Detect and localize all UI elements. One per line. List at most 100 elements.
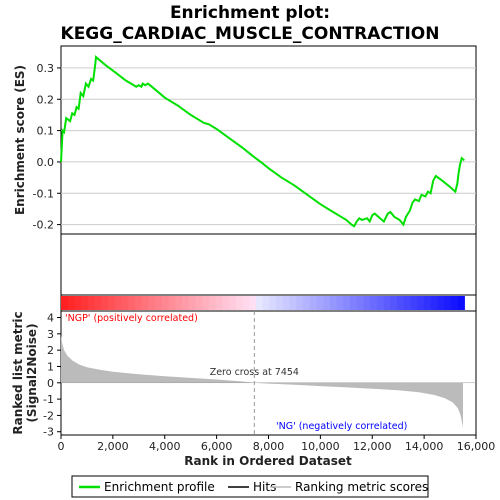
x-axis-tick-label: 14,000 — [405, 440, 444, 453]
rank-color-segment — [390, 296, 398, 310]
x-axis-ticks: 0 2,000 4,000 6,000 8,000 10,000 12,000 14,000 1… — [58, 435, 496, 453]
enrichment-y-tick-label: 0.0 — [37, 156, 55, 169]
enrichment-y-ticks: -0.2 -0.1 0.0 0.1 0.2 0.3 — [33, 62, 61, 232]
enrichment-profile-line — [60, 54, 465, 228]
enrichment-y-axis-label: Enrichment score (ES) — [13, 65, 27, 215]
enrichment-y-tick-label: 0.2 — [37, 93, 55, 106]
rank-color-segment — [302, 296, 311, 310]
rank-color-segment — [148, 296, 156, 310]
rank-color-segment — [181, 296, 190, 310]
negative-correlation-label: 'NG' (negatively correlated) — [276, 421, 407, 432]
positive-correlation-label: 'NGP' (positively correlated) — [65, 313, 198, 324]
rank-color-segment — [336, 296, 344, 310]
rank-color-segment — [363, 296, 371, 310]
ranked-metric-y-label-line2: (Signal2Noise) — [25, 323, 39, 422]
rank-color-segment — [108, 296, 116, 310]
rank-color-segment — [61, 296, 69, 310]
zero-cross-label: Zero cross at 7454 — [210, 367, 299, 378]
x-axis-tick-label: 4,000 — [149, 440, 181, 453]
legend-box — [71, 475, 429, 498]
x-axis-tick-label: 6,000 — [201, 440, 233, 453]
rank-color-segment — [175, 296, 183, 310]
rank-color-segment — [141, 296, 149, 310]
rank-color-segment — [403, 296, 412, 310]
ranking-metric-area — [61, 335, 463, 428]
x-axis-tick-label: 12,000 — [353, 440, 392, 453]
ranked-metric-y-tick-label: 3 — [47, 328, 54, 341]
hits-panel — [60, 233, 477, 296]
enrichment-gridlines — [61, 67, 476, 226]
rank-color-segment — [67, 296, 76, 310]
enrichment-y-tick-label: 0.1 — [37, 125, 55, 138]
rank-color-segment — [450, 296, 459, 310]
rank-color-segment — [74, 296, 82, 310]
rank-color-segment — [101, 296, 109, 310]
legend-hits-label: Hits — [253, 480, 276, 494]
x-axis-tick-label: 8,000 — [253, 440, 285, 453]
rank-color-segment — [370, 296, 378, 310]
ranked-metric-y-tick-label: -1 — [43, 393, 54, 406]
rank-color-segment — [161, 296, 170, 310]
rank-color-segment — [269, 296, 277, 310]
rank-color-bar-segments — [61, 296, 465, 310]
rank-color-segment — [410, 296, 418, 310]
rank-color-segment — [262, 296, 270, 310]
rank-color-segment — [329, 296, 338, 310]
rank-color-segment — [343, 296, 351, 310]
rank-color-segment — [397, 296, 405, 310]
rank-color-segment — [350, 296, 358, 310]
rank-color-segment — [430, 296, 439, 310]
rank-color-segment — [249, 296, 257, 310]
rank-color-segment — [155, 296, 163, 310]
chart-title-line1: Enrichment plot: — [170, 3, 330, 23]
rank-color-segment — [242, 296, 250, 310]
rank-color-segment — [289, 296, 297, 310]
rank-color-segment — [296, 296, 304, 310]
rank-color-segment — [282, 296, 291, 310]
rank-color-segment — [215, 296, 223, 310]
ranked-metric-y-tick-label: 4 — [47, 312, 54, 325]
rank-color-segment — [316, 296, 324, 310]
rank-color-segment — [235, 296, 244, 310]
rank-color-segment — [376, 296, 385, 310]
chart-title-line2: KEGG_CARDIAC_MUSCLE_CONTRACTION — [61, 24, 440, 44]
rank-color-segment — [423, 296, 432, 310]
ranked-metric-y-tick-label: 2 — [47, 344, 54, 357]
rank-color-segment — [222, 296, 230, 310]
enrichment-y-tick-label: -0.1 — [33, 187, 54, 200]
rank-color-segment — [255, 296, 264, 310]
ranked-metric-y-ticks: -3 -2 -1 0 1 2 3 4 — [43, 312, 61, 439]
ranked-metric-y-label-line1: Ranked list metric — [11, 311, 25, 434]
rank-color-segment — [195, 296, 203, 310]
enrichment-panel — [60, 45, 477, 235]
x-axis-tick-label: 10,000 — [301, 440, 340, 453]
rank-color-segment — [276, 296, 284, 310]
rank-color-segment — [202, 296, 210, 310]
ranked-metric-y-tick-label: 0 — [47, 377, 54, 390]
rank-color-segment — [444, 296, 452, 310]
rank-color-segment — [383, 296, 391, 310]
rank-color-segment — [94, 296, 102, 310]
rank-color-segment — [323, 296, 331, 310]
rank-color-segment — [229, 296, 237, 310]
rank-color-segment — [134, 296, 143, 310]
rank-color-segment — [356, 296, 365, 310]
rank-color-segment — [81, 296, 89, 310]
x-axis-label: Rank in Ordered Dataset — [184, 454, 352, 468]
rank-color-segment — [114, 296, 123, 310]
rank-color-segment — [121, 296, 129, 310]
rank-color-segment — [188, 296, 197, 310]
x-axis-tick-label: 16,000 — [457, 440, 496, 453]
rank-color-segment — [457, 296, 465, 310]
legend-ranking-label: Ranking metric scores — [295, 480, 428, 494]
ranked-metric-y-tick-label: -3 — [43, 426, 54, 439]
rank-color-segment — [128, 296, 136, 310]
rank-color-segment — [309, 296, 318, 310]
rank-color-segment — [417, 296, 425, 310]
x-axis-tick-label: 0 — [58, 440, 65, 453]
legend-enrichment-label: Enrichment profile — [104, 480, 215, 494]
enrichment-y-tick-label: 0.3 — [37, 62, 55, 75]
ranked-metric-y-tick-label: 1 — [47, 360, 54, 373]
